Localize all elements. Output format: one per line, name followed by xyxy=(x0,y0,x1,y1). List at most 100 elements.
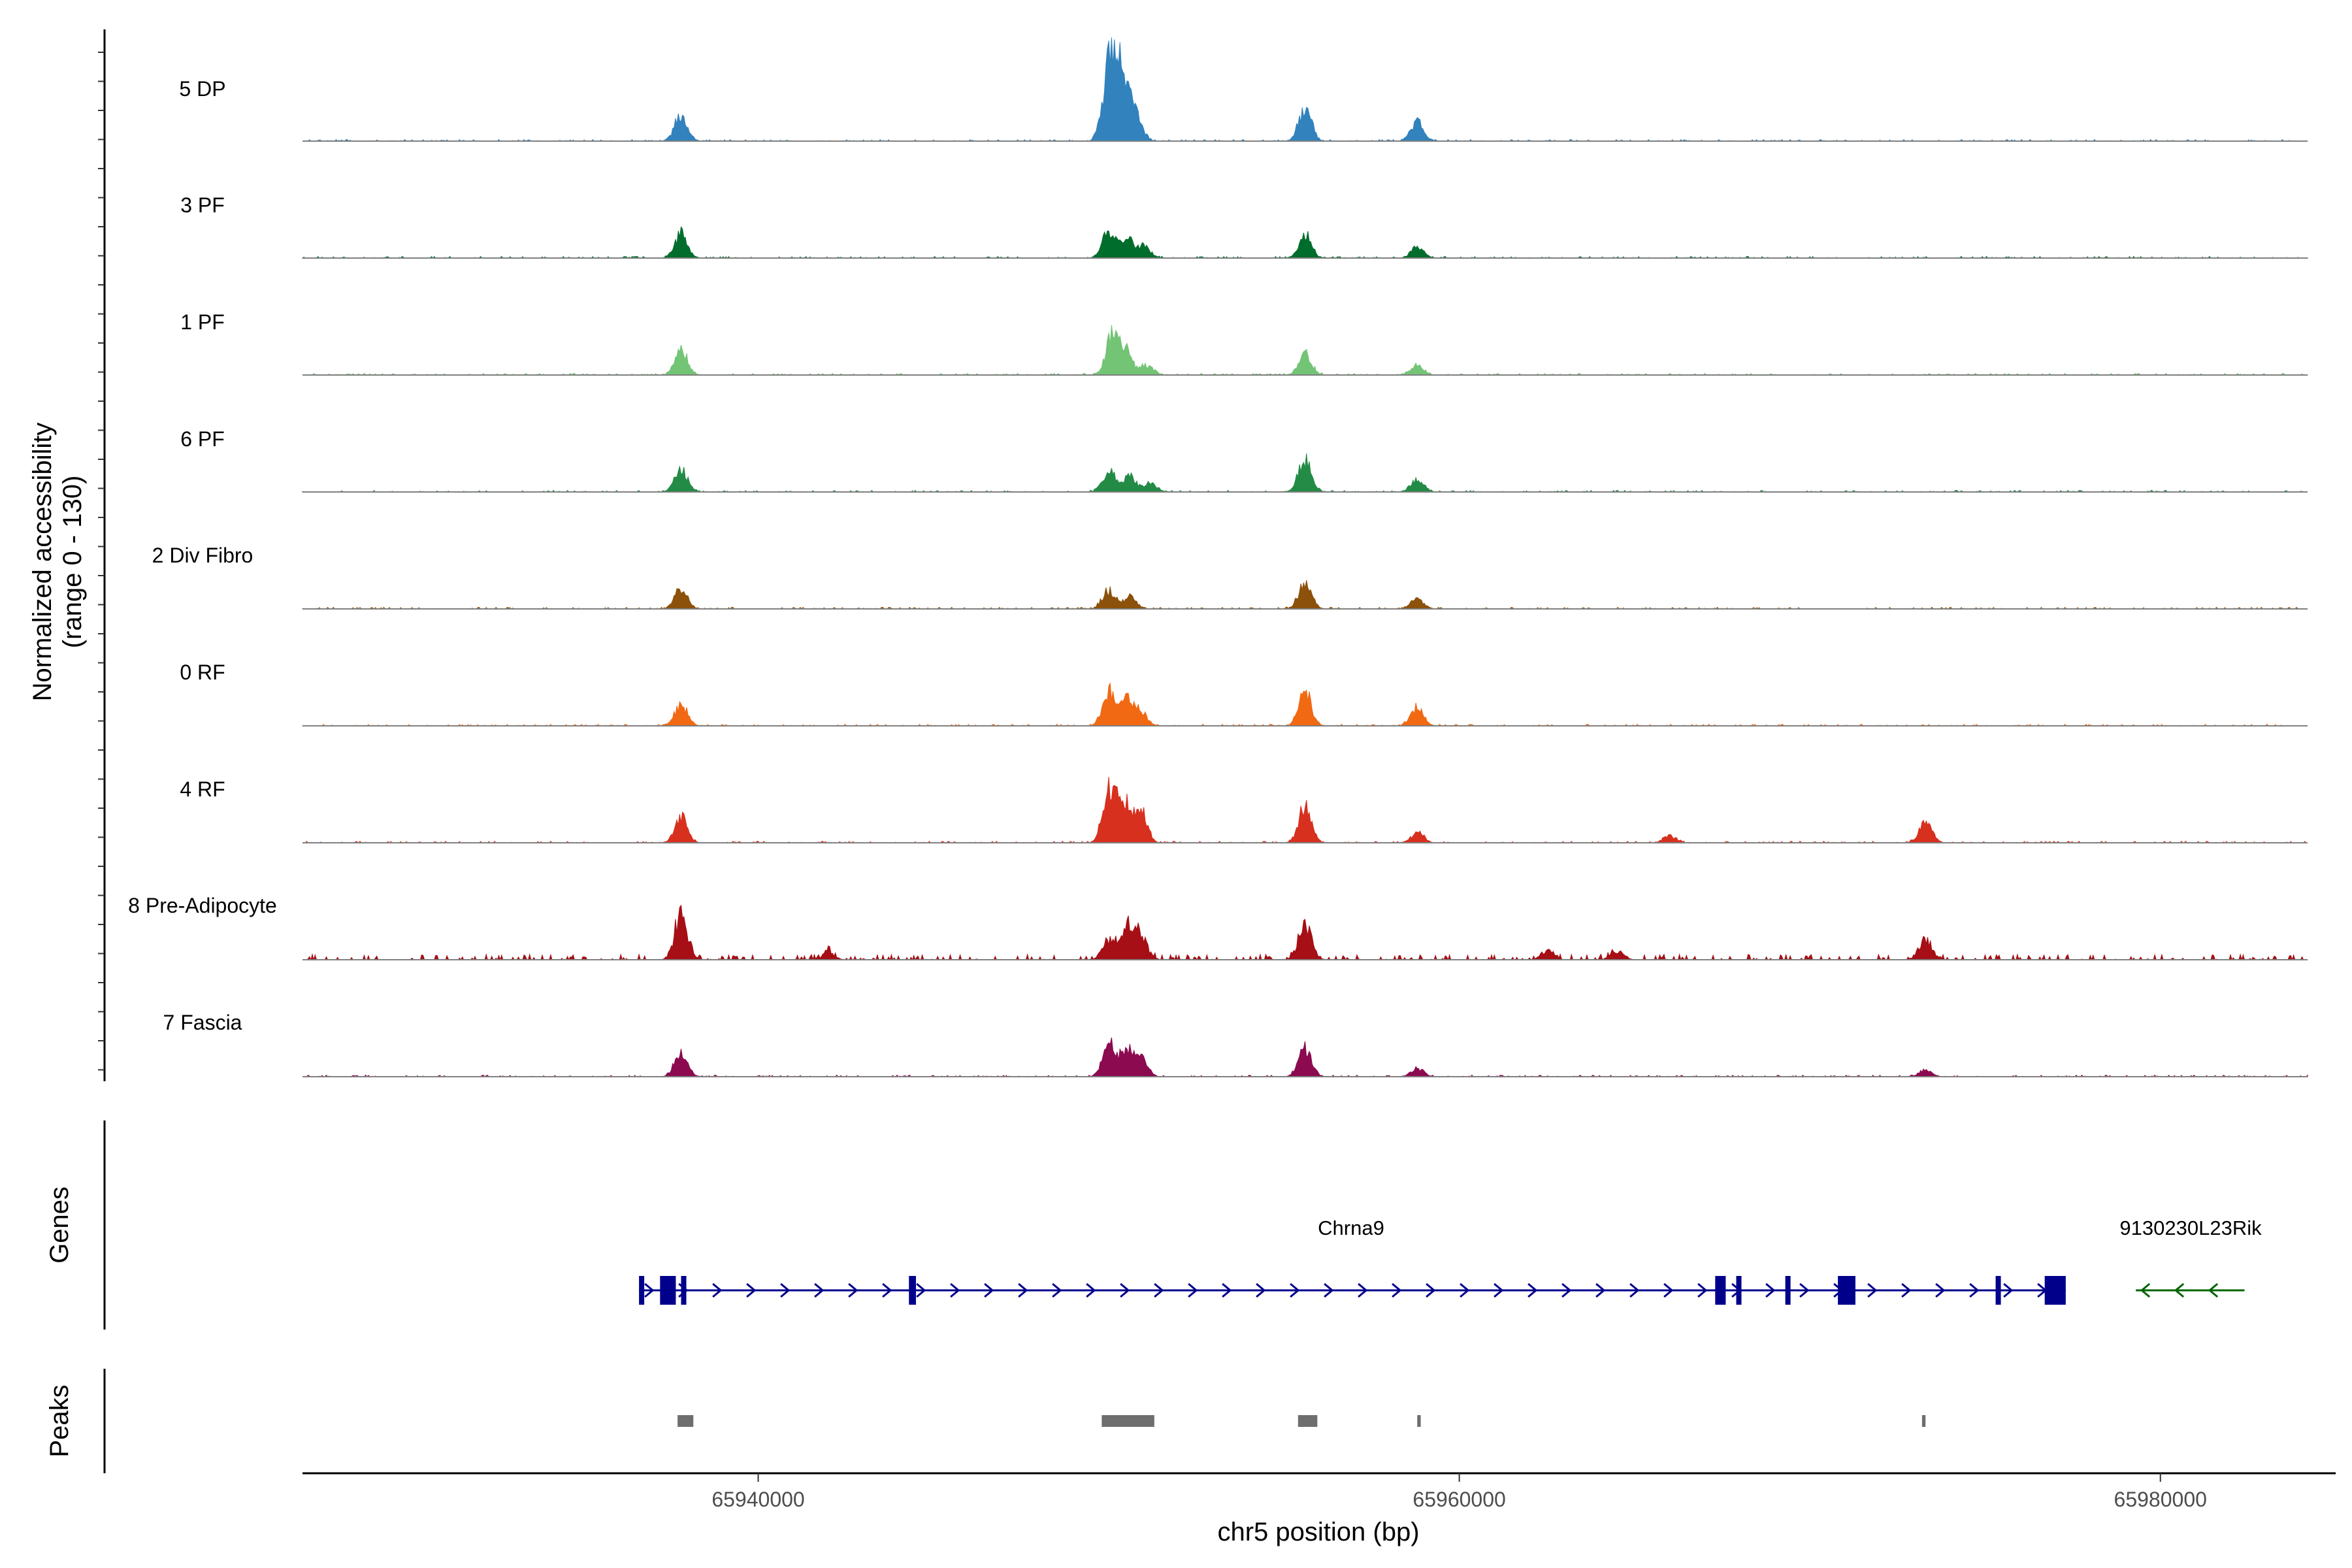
strand-chevron xyxy=(2003,1282,2014,1298)
strand-chevron xyxy=(1018,1282,1028,1298)
exon xyxy=(2044,1276,2066,1305)
exon xyxy=(1785,1276,1791,1305)
strand-chevron xyxy=(882,1282,892,1298)
y-axis-title: Normalized accessibility (range 0 - 130) xyxy=(28,423,87,702)
strand-chevron xyxy=(1629,1282,1640,1298)
strand-chevron xyxy=(1256,1282,1266,1298)
strand-chevron xyxy=(1935,1282,1946,1298)
strand-chevron xyxy=(1765,1282,1776,1298)
strand-chevron xyxy=(848,1282,858,1298)
gene-name-label: Chrna9 xyxy=(1318,1217,1384,1239)
exon xyxy=(909,1276,916,1305)
track-0: 5 DP xyxy=(179,37,2308,142)
track-4: 2 Div Fibro xyxy=(152,544,2308,610)
strand-chevron xyxy=(644,1282,655,1298)
gene-Chrna9: Chrna9 xyxy=(639,1217,2066,1305)
coverage-area xyxy=(302,37,2308,142)
strand-chevron xyxy=(1561,1282,1572,1298)
track-6: 4 RF xyxy=(180,776,2308,843)
strand-chevron xyxy=(1222,1282,1232,1298)
coverage-area xyxy=(302,1037,2308,1077)
genes-panel-label: Genes xyxy=(45,1186,74,1264)
track-label: 0 RF xyxy=(180,661,225,684)
track-2: 1 PF xyxy=(180,310,2308,376)
coverage-area xyxy=(302,453,2308,493)
gene-9130230L23Rik: 9130230L23Rik xyxy=(2119,1217,2262,1298)
x-tick-label: 65980000 xyxy=(2114,1488,2207,1511)
coverage-tracks: 5 DP 3 PF 1 PF 6 PF 2 Div Fibro 0 RF 4 RF 8 Pre… xyxy=(128,37,2308,1077)
exon xyxy=(1838,1276,1855,1305)
peak-region xyxy=(1298,1415,1318,1427)
track-label: 2 Div Fibro xyxy=(152,544,253,567)
track-label: 6 PF xyxy=(180,427,225,451)
y-axis-title-line2: (range 0 - 130) xyxy=(58,476,87,649)
track-label: 3 PF xyxy=(180,193,225,217)
x-tick-label: 65960000 xyxy=(1413,1488,1505,1511)
y-axis-title-line1: Normalized accessibility xyxy=(28,423,57,702)
strand-chevron xyxy=(1969,1282,1980,1298)
strand-chevron xyxy=(1799,1282,1810,1298)
coverage-y-axis-ticks xyxy=(98,52,105,1071)
strand-chevron xyxy=(1595,1282,1606,1298)
track-7: 8 Pre-Adipocyte xyxy=(128,894,2308,961)
strand-chevron xyxy=(2174,1282,2185,1298)
track-8: 7 Fascia xyxy=(163,1011,2308,1077)
strand-chevron xyxy=(1392,1282,1402,1298)
track-3: 6 PF xyxy=(180,427,2308,493)
strand-chevron xyxy=(1154,1282,1164,1298)
strand-chevron xyxy=(1460,1282,1470,1298)
coverage-area xyxy=(302,776,2308,843)
strand-chevron xyxy=(1358,1282,1368,1298)
exon xyxy=(1995,1276,2001,1305)
strand-chevron xyxy=(1901,1282,1912,1298)
peaks-panel-label: Peaks xyxy=(45,1384,74,1457)
exon xyxy=(1715,1276,1726,1305)
genes-track: Chrna9 9130230L23Rik xyxy=(639,1217,2262,1305)
strand-chevron xyxy=(1120,1282,1130,1298)
track-label: 7 Fascia xyxy=(163,1011,242,1034)
peak-region xyxy=(1102,1415,1154,1427)
track-label: 4 RF xyxy=(180,777,225,801)
strand-chevron xyxy=(1494,1282,1504,1298)
track-1: 3 PF xyxy=(180,193,2308,259)
strand-chevron xyxy=(1324,1282,1334,1298)
peak-region xyxy=(678,1415,694,1427)
gene-name-label: 9130230L23Rik xyxy=(2119,1217,2262,1239)
strand-chevron xyxy=(916,1282,926,1298)
x-axis-title: chr5 position (bp) xyxy=(1217,1518,1419,1546)
strand-chevron xyxy=(984,1282,994,1298)
strand-chevron xyxy=(780,1282,791,1298)
strand-chevron xyxy=(746,1282,757,1298)
track-label: 8 Pre-Adipocyte xyxy=(128,894,277,917)
exon xyxy=(660,1276,676,1305)
peaks-track xyxy=(678,1415,1926,1427)
strand-chevron xyxy=(1052,1282,1062,1298)
strand-chevron xyxy=(1697,1282,1708,1298)
peak-region xyxy=(1921,1415,1926,1427)
coverage-area xyxy=(302,682,2308,727)
strand-chevron xyxy=(1086,1282,1096,1298)
coverage-area xyxy=(302,325,2308,376)
strand-chevron xyxy=(1527,1282,1538,1298)
x-tick-label: 65940000 xyxy=(711,1488,804,1511)
peak-region xyxy=(1417,1415,1421,1427)
track-5: 0 RF xyxy=(180,661,2308,727)
coverage-area xyxy=(301,225,2308,259)
track-label: 1 PF xyxy=(180,310,225,334)
coverage-area xyxy=(302,904,2308,961)
strand-chevron xyxy=(950,1282,960,1298)
strand-chevron xyxy=(1663,1282,1674,1298)
x-axis-ticks: 65940000 65960000 65980000 xyxy=(711,1473,2207,1511)
exon xyxy=(1736,1276,1742,1305)
exon xyxy=(681,1276,687,1305)
strand-chevron xyxy=(2140,1282,2151,1298)
strand-chevron xyxy=(2208,1282,2219,1298)
strand-chevron xyxy=(1426,1282,1436,1298)
strand-chevron xyxy=(1290,1282,1300,1298)
strand-chevron xyxy=(712,1282,723,1298)
track-label: 5 DP xyxy=(179,77,225,101)
strand-chevron xyxy=(814,1282,825,1298)
strand-chevron xyxy=(1867,1282,1878,1298)
strand-chevron xyxy=(1188,1282,1198,1298)
